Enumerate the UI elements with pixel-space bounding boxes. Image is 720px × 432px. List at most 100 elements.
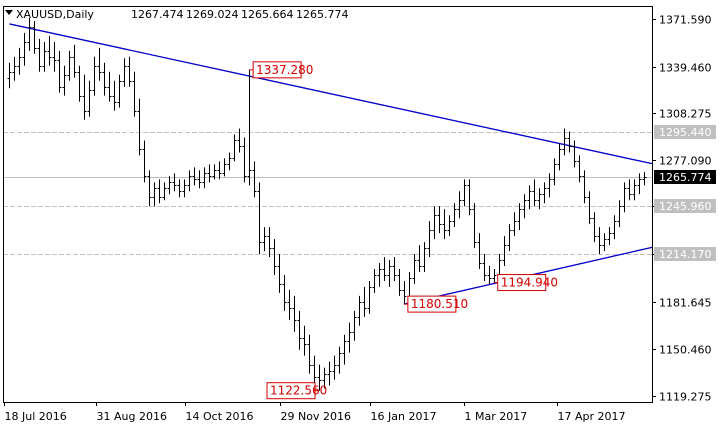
ohlc-bar	[362, 286, 367, 317]
ohlc-bar	[302, 325, 307, 356]
ohlc-bar	[252, 161, 257, 198]
annotation-text: 1194.940	[501, 276, 558, 290]
ohlc-bar	[17, 47, 22, 75]
ohlc-bar	[317, 364, 322, 391]
ohlc-bar	[492, 269, 497, 283]
ohlc-bar	[352, 310, 357, 341]
ohlc-bar	[612, 215, 617, 240]
ohlc-bar	[152, 182, 157, 207]
ohlc-bar	[602, 233, 607, 252]
ohlc-bar	[262, 227, 267, 252]
ohlc-bar	[87, 80, 92, 117]
ohlc-bar	[182, 179, 187, 198]
ohlc-bar	[532, 179, 537, 207]
ohlc-bar	[372, 269, 377, 293]
ohlc-bar	[267, 227, 272, 258]
ohlc-bar	[227, 152, 232, 171]
ohlc-bar	[242, 137, 247, 183]
ohlc-bar	[637, 173, 642, 195]
ohlc-bar	[347, 322, 352, 353]
level-lines	[3, 132, 652, 255]
ohlc-bar	[587, 191, 592, 225]
x-tick-label: 18 Jul 2016	[5, 410, 67, 423]
ohlc-bar	[517, 203, 522, 231]
ohlc-bar	[542, 182, 547, 204]
ohlc-bar	[112, 80, 117, 111]
ohlc-bar	[137, 98, 142, 156]
x-tick-label: 31 Aug 2016	[97, 410, 167, 423]
x-axis: 18 Jul 2016 31 Aug 2016 14 Oct 2016 29 Nov …	[4, 402, 626, 423]
ohlc-bar	[427, 221, 432, 258]
y-tick-label: 1339.460	[659, 62, 712, 75]
ohlc-bar	[157, 179, 162, 204]
ohlc-bar	[82, 74, 87, 120]
ohlc-bar	[377, 263, 382, 287]
ohlc-bar	[27, 17, 32, 51]
ohlc-bar	[582, 170, 587, 204]
x-tick-label: 16 Jan 2017	[371, 410, 437, 423]
ohlc-bar	[42, 41, 47, 72]
ohlc-bar	[212, 164, 217, 180]
ohlc-bar	[192, 167, 197, 186]
ohlc-bar	[47, 35, 52, 66]
ohlc-bar	[422, 242, 427, 272]
y-tick-label: 1308.275	[659, 108, 712, 121]
ohlc-bar	[177, 179, 182, 198]
ohlc-bar	[32, 20, 37, 54]
ohlc-bar	[617, 200, 622, 228]
y-tick-label: 1371.590	[659, 14, 712, 27]
x-tick-label: 1 Mar 2017	[465, 410, 528, 423]
ohlc-bar	[207, 164, 212, 183]
ohlc-bar	[392, 257, 397, 281]
dropdown-triangle-icon[interactable]	[5, 10, 13, 15]
price-label: 1295.440	[654, 125, 716, 139]
ohlc-bar	[237, 128, 242, 153]
plot-border	[3, 6, 653, 403]
ohlc-bar	[472, 203, 477, 249]
ohlc-bar	[257, 182, 262, 255]
ohlc-bar	[307, 334, 312, 374]
ohlc-bar	[72, 44, 77, 78]
ohlc-bar	[577, 155, 582, 183]
ohlc-bar	[487, 266, 492, 284]
ohlc-bar	[232, 134, 237, 162]
ohlc-bar	[382, 257, 387, 281]
ohlc-bar	[77, 65, 82, 102]
x-tick-label: 14 Oct 2016	[186, 410, 254, 423]
price-label: 1265.774	[654, 170, 716, 184]
x-tick-label: 17 Apr 2017	[558, 410, 626, 423]
price-label-text: 1245.960	[659, 200, 712, 213]
ohlc-bar	[327, 361, 332, 386]
annotation-label: 1194.940	[493, 274, 558, 292]
ohlc-bar	[292, 295, 297, 332]
price-label-text: 1214.170	[659, 248, 712, 261]
ohlc-bar	[572, 140, 577, 168]
price-label-text: 1265.774	[659, 171, 712, 184]
ohlc-bar	[432, 206, 437, 240]
ohlc-bar	[342, 334, 347, 365]
ohlc-bar	[62, 65, 67, 96]
ohlc-bar	[7, 62, 12, 89]
ohlc-bar	[557, 143, 562, 171]
x-tick-label: 29 Nov 2016	[281, 410, 351, 423]
header-open: 1267.474	[131, 8, 184, 21]
ohlc-bar	[562, 128, 567, 156]
price-label: 1214.170	[654, 247, 716, 261]
ohlc-bar	[92, 56, 97, 96]
ohlc-bar	[187, 170, 192, 192]
ohlc-bar	[142, 140, 147, 183]
ohlc-bar	[197, 170, 202, 189]
y-tick-label: 1277.090	[659, 155, 712, 168]
ohlc-bar	[282, 274, 287, 311]
ohlc-bar	[402, 280, 407, 305]
ohlc-bar	[37, 38, 42, 72]
ohlc-bar	[167, 176, 172, 195]
annotations: 1337.280 1122.560 1180.510 1194.940	[249, 61, 558, 400]
ohlc-bar	[332, 355, 337, 380]
ohlc-bar	[522, 194, 527, 219]
ohlc-bar	[162, 182, 167, 201]
ohlc-bars	[7, 17, 647, 391]
plot-frame	[3, 6, 653, 403]
ohlc-bar	[632, 179, 637, 201]
